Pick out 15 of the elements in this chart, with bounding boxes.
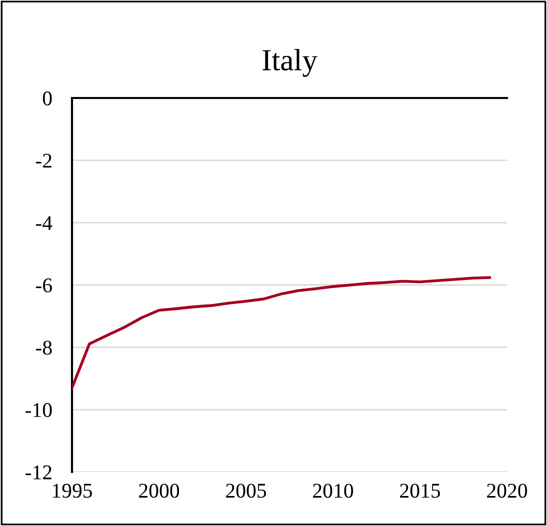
- x-tick-label: 2015: [400, 484, 440, 498]
- line-series: [72, 276, 491, 390]
- x-tick-label: 1995: [53, 484, 92, 498]
- y-tick-label: -6: [36, 278, 52, 292]
- x-tick-label: 2010: [313, 484, 354, 498]
- y-tick-label: -10: [26, 403, 52, 418]
- x-tick-label: 2000: [139, 484, 180, 498]
- y-tick-label: -12: [26, 465, 52, 480]
- x-tick-label: 2020: [487, 484, 528, 498]
- y-tick-label: 0: [42, 91, 52, 106]
- y-tick-label: -2: [36, 154, 52, 168]
- chart-title: Italy: [262, 49, 318, 77]
- x-tick-label: 2005: [226, 484, 266, 498]
- y-tick-label: -4: [36, 216, 52, 230]
- y-tick-label: -8: [36, 340, 52, 355]
